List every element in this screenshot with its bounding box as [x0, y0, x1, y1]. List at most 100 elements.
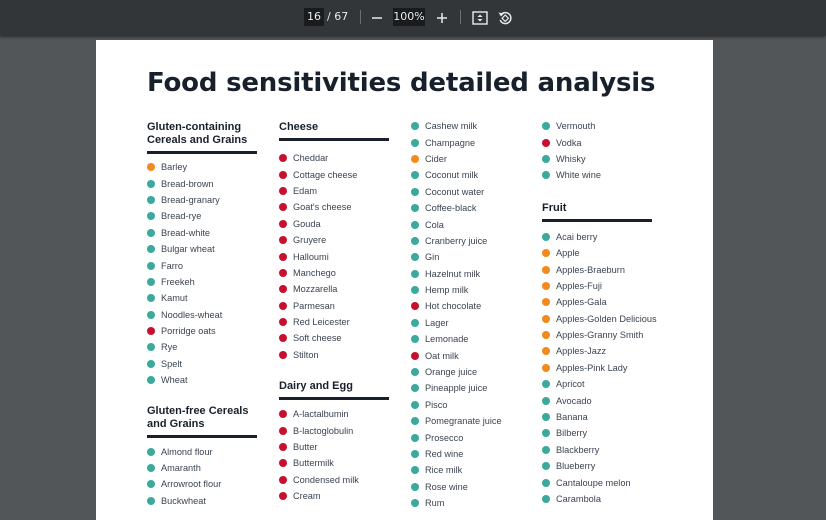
food-item-label: Red Leicester [293, 317, 350, 328]
food-item: Halloumi [279, 248, 404, 264]
food-item-label: Apples-Granny Smith [556, 330, 644, 341]
food-item-label: Gin [425, 252, 440, 263]
food-item-label: Apples-Golden Delicious [556, 313, 657, 324]
food-item: Cola [411, 216, 536, 232]
sensitivity-dot [411, 253, 419, 262]
food-item-label: Carambola [556, 494, 601, 504]
food-item-label: Farro [161, 260, 183, 271]
food-item: Soft cheese [279, 330, 404, 346]
food-item: Cantaloupe melon [542, 474, 692, 490]
sensitivity-dot [542, 363, 550, 372]
food-item: Manchego [279, 265, 404, 281]
food-item: Coconut water [411, 184, 536, 200]
food-section: Fruit Acai berry Apple Apples-Braeburn Appl… [542, 202, 692, 508]
section-heading: Dairy and Egg [279, 380, 389, 401]
food-list: Cheddar Cottage cheese Edam Goat's cheese Go… [279, 150, 404, 363]
food-item: Hazelnut milk [411, 266, 536, 282]
sensitivity-dot [542, 331, 550, 340]
food-list: Almond flour Amaranth Arrowroot flour Buckw… [147, 443, 272, 509]
sensitivity-dot [147, 447, 155, 456]
food-item: Apples-Fuji [542, 278, 692, 294]
food-item: Noodles-wheat [147, 307, 272, 323]
food-column: Cashew milk Champagne Cider Coconut milk Coc… [411, 118, 536, 511]
food-item: Hemp milk [411, 282, 536, 298]
food-list: Vermouth Vodka Whisky White wine [542, 118, 692, 184]
food-item: Rye [147, 339, 272, 355]
plus-icon[interactable] [432, 8, 452, 28]
pdf-toolbar: 16 / 67 100% [0, 0, 826, 36]
food-item-label: Cottage cheese [293, 169, 358, 180]
food-item: Bread-granary [147, 192, 272, 208]
food-item-label: Champagne [425, 137, 476, 148]
food-item-label: Condensed milk [293, 474, 359, 485]
toolbar-divider [360, 10, 361, 24]
food-section: Cheese Cheddar Cottage cheese Edam Goat's c… [279, 121, 404, 363]
food-item: Arrowroot flour [147, 476, 272, 492]
food-item-label: Vodka [556, 137, 582, 148]
food-item: White wine [542, 167, 692, 183]
fit-page-icon[interactable] [470, 8, 490, 28]
minus-icon[interactable] [367, 8, 387, 28]
sensitivity-dot [411, 204, 419, 213]
food-item-label: Rice milk [425, 465, 463, 476]
food-item: Barley [147, 159, 272, 175]
food-item-label: Coconut water [425, 186, 485, 197]
food-item: Farro [147, 257, 272, 273]
food-item: Bread-rye [147, 208, 272, 224]
food-list: A-lactalbumin B-lactoglobulin Butter Butter… [279, 406, 404, 504]
food-list: Acai berry Apple Apples-Braeburn Apples-Fuj… [542, 229, 692, 508]
food-item-label: Orange juice [425, 367, 478, 378]
food-item: Coffee-black [411, 200, 536, 216]
page-title: Food sensitivities detailed analysis [147, 68, 656, 98]
food-item-label: Lager [425, 317, 449, 328]
sensitivity-dot [279, 350, 287, 359]
sensitivity-dot [411, 318, 419, 327]
sensitivity-dot [411, 400, 419, 409]
food-item-label: Mozzarella [293, 284, 338, 295]
food-item-label: Bread-rye [161, 211, 202, 222]
zoom-input[interactable]: 100% [393, 8, 425, 26]
food-item-label: Blackberry [556, 444, 600, 455]
food-item: Parmesan [279, 298, 404, 314]
food-item-label: Almond flour [161, 446, 213, 457]
page-number-input[interactable]: 16 [304, 8, 324, 26]
sensitivity-dot [147, 245, 155, 254]
food-item: Coconut milk [411, 167, 536, 183]
sensitivity-dot [411, 368, 419, 377]
food-item-label: Amaranth [161, 463, 201, 474]
food-item: Cottage cheese [279, 166, 404, 182]
sensitivity-dot [542, 122, 550, 131]
sensitivity-dot [411, 220, 419, 229]
food-item-label: Apples-Braeburn [556, 264, 625, 275]
food-item: Lager [411, 315, 536, 331]
sensitivity-dot [147, 163, 155, 172]
sensitivity-dot [411, 236, 419, 245]
food-item: Cashew milk [411, 118, 536, 134]
food-item-label: Apples-Pink Lady [556, 362, 628, 373]
food-item-label: Gruyere [293, 235, 327, 246]
food-item: Porridge oats [147, 323, 272, 339]
sensitivity-dot [411, 384, 419, 393]
sensitivity-dot [279, 301, 287, 310]
food-item-label: Apple [556, 248, 580, 259]
food-column: Vermouth Vodka Whisky White wine Fruit Acai… [542, 118, 692, 507]
sensitivity-dot [411, 499, 419, 508]
sensitivity-dot [279, 443, 287, 452]
food-item: Amaranth [147, 460, 272, 476]
sensitivity-dot [542, 138, 550, 147]
sensitivity-dot [542, 154, 550, 163]
sensitivity-dot [542, 171, 550, 180]
food-item: Banana [542, 409, 692, 425]
food-item: Bilberry [542, 425, 692, 441]
food-item-label: Hazelnut milk [425, 268, 481, 279]
sensitivity-dot [542, 413, 550, 422]
rotate-icon[interactable] [495, 8, 515, 28]
food-item-label: Pineapple juice [425, 383, 488, 394]
food-item-label: Coconut milk [425, 170, 479, 181]
sensitivity-dot [147, 212, 155, 221]
section-heading: Fruit [542, 202, 652, 222]
food-item-label: Buckwheat [161, 495, 206, 506]
food-item-label: Apples-Fuji [556, 280, 602, 291]
food-item: Buttermilk [279, 455, 404, 471]
food-section: Gluten-containing Cereals and Grains Bar… [147, 121, 272, 388]
